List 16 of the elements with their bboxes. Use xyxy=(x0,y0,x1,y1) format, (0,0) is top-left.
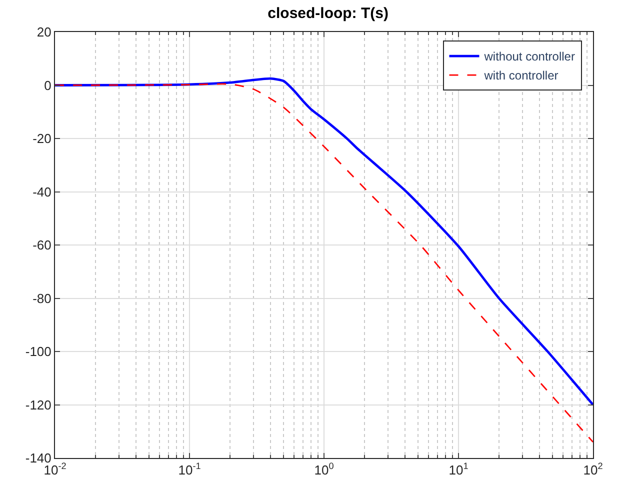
legend-label: with controller xyxy=(483,68,558,83)
y-tick-label: -60 xyxy=(32,238,52,253)
chart-title: closed-loop: T(s) xyxy=(268,4,388,22)
y-tick-label: 20 xyxy=(36,24,52,40)
x-tick-label: 10$^{2}$ xyxy=(583,461,603,478)
y-tick-label: -80 xyxy=(32,290,52,306)
legend-label: without controller xyxy=(483,50,575,64)
y-tick-label: -140 xyxy=(25,450,52,466)
y-tick-label: -40 xyxy=(32,184,52,200)
x-tick-label: 10$^{1}$ xyxy=(448,461,468,478)
y-tick-label: -120 xyxy=(25,397,52,412)
y-tick-label: -20 xyxy=(32,131,52,146)
y-tick-label: -100 xyxy=(25,344,52,360)
x-tick-label: 10$^{-1}$ xyxy=(178,461,201,478)
x-tick-label: 10$^{0}$ xyxy=(314,461,334,478)
y-tick-label: 0 xyxy=(44,78,52,93)
